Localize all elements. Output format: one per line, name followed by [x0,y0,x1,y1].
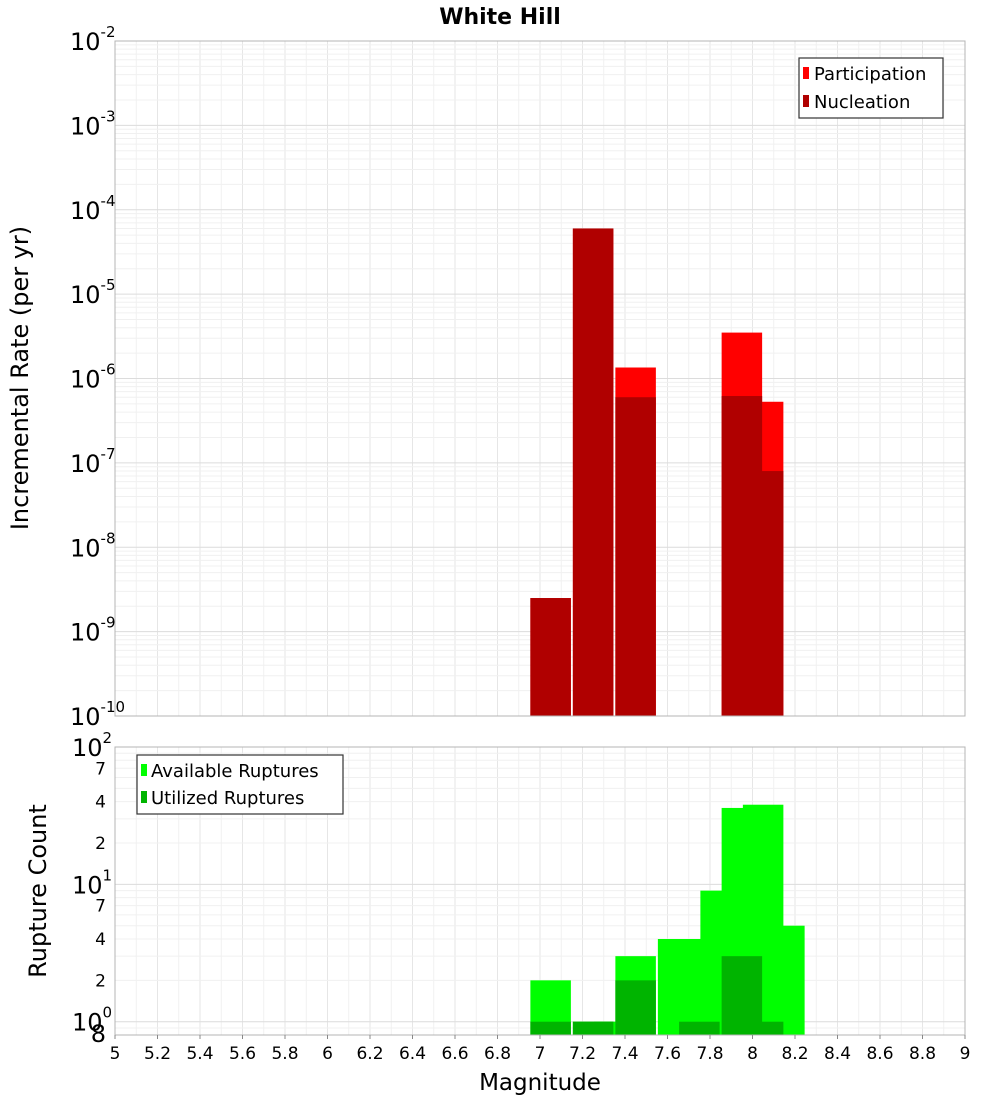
top-plot-area: 10-2 10-3 10-4 10-5 10-6 10-7 10-8 10-9 10-10 [70,23,966,731]
chart-title: White Hill [439,5,561,30]
bottom-y-tick-label: 100 [72,1004,112,1037]
top-y-axis-label: Incremental Rate (per yr) [6,226,34,530]
bottom-y-tick-label: 102 [72,729,112,762]
available-legend-label: Available Ruptures [151,761,319,782]
x-tick-label: 7.2 [569,1044,596,1064]
top-y-tick-label: 10-6 [70,361,116,394]
nucleation-legend-label: Nucleation [814,92,910,113]
top-legend-frame [798,57,944,119]
x-tick-label: 5.4 [186,1044,213,1064]
x-tick-label: 7 [535,1044,546,1064]
nucleation-legend-swatch [803,95,809,107]
x-tick-label: 5.2 [144,1044,171,1064]
x-tick-label: 8.2 [781,1044,808,1064]
x-tick-label: 5 [110,1044,121,1064]
nucleation-bar [530,598,571,716]
x-tick-label: 8 [747,1044,758,1064]
x-tick-label: 6.8 [484,1044,511,1064]
utilized-ruptures-bar [742,1021,784,1035]
utilized-legend-label: Utilized Ruptures [151,788,304,809]
x-axis-label: Magnitude [479,1070,601,1096]
x-tick-label: 6.4 [399,1044,426,1064]
utilized-ruptures-bar [615,980,656,1035]
top-y-tick-label: 10-7 [70,445,116,478]
bottom-y-minor-tick-label: 4 [95,793,106,813]
x-tick-label: 8.8 [909,1044,936,1064]
bottom-y-axis-label: Rupture Count [24,804,52,978]
x-tick-label: 8.4 [824,1044,851,1064]
available-ruptures-bar [764,925,805,1035]
x-tick-label: 9 [960,1044,971,1064]
bottom-y-minor-tick-label: 7 [95,759,106,779]
x-tick-label: 7.6 [654,1044,681,1064]
x-tick-label: 7.8 [696,1044,723,1064]
nucleation-bar [572,228,614,716]
top-legend: Participation Nucleation [798,57,944,119]
utilized-ruptures-bar [679,1021,720,1035]
bottom-y-minor-tick-label: 4 [95,930,106,950]
top-y-tick-label: 10-10 [70,698,125,731]
x-tick-label: 5.8 [271,1044,298,1064]
x-tick-label: 7.4 [611,1044,638,1064]
participation-legend-swatch [803,67,809,79]
x-tick-label: 6.6 [441,1044,468,1064]
nucleation-bar [742,471,784,716]
top-y-tick-label: 10-3 [70,107,116,140]
top-y-tick-label: 10-5 [70,276,116,309]
bottom-y-tick-label: 101 [72,866,112,899]
x-tick-label: 6.2 [356,1044,383,1064]
utilized-ruptures-bar [572,1021,614,1035]
x-tick-label: 6 [322,1044,333,1064]
x-tick-label: 8.6 [866,1044,893,1064]
nucleation-bar [615,397,656,716]
utilized-legend-swatch [141,791,147,803]
available-legend-swatch [141,764,147,776]
x-tick-label: 5.6 [229,1044,256,1064]
top-y-tick-label: 10-8 [70,529,116,562]
bottom-y-minor-tick-label: 2 [95,834,106,854]
bottom-legend-frame [136,754,344,815]
top-plot-frame [114,40,966,717]
participation-legend-label: Participation [814,64,926,85]
bottom-y-minor-tick-label: 7 [95,897,106,917]
bottom-legend: Available Ruptures Utilized Ruptures [136,754,344,815]
top-y-tick-label: 10-9 [70,614,116,647]
bottom-y-low-tick-label: 8 [91,1020,106,1048]
utilized-ruptures-bar [530,1021,571,1035]
top-y-tick-label: 10-2 [70,23,116,56]
top-y-tick-label: 10-4 [70,192,116,225]
bottom-y-minor-tick-label: 2 [95,971,106,991]
